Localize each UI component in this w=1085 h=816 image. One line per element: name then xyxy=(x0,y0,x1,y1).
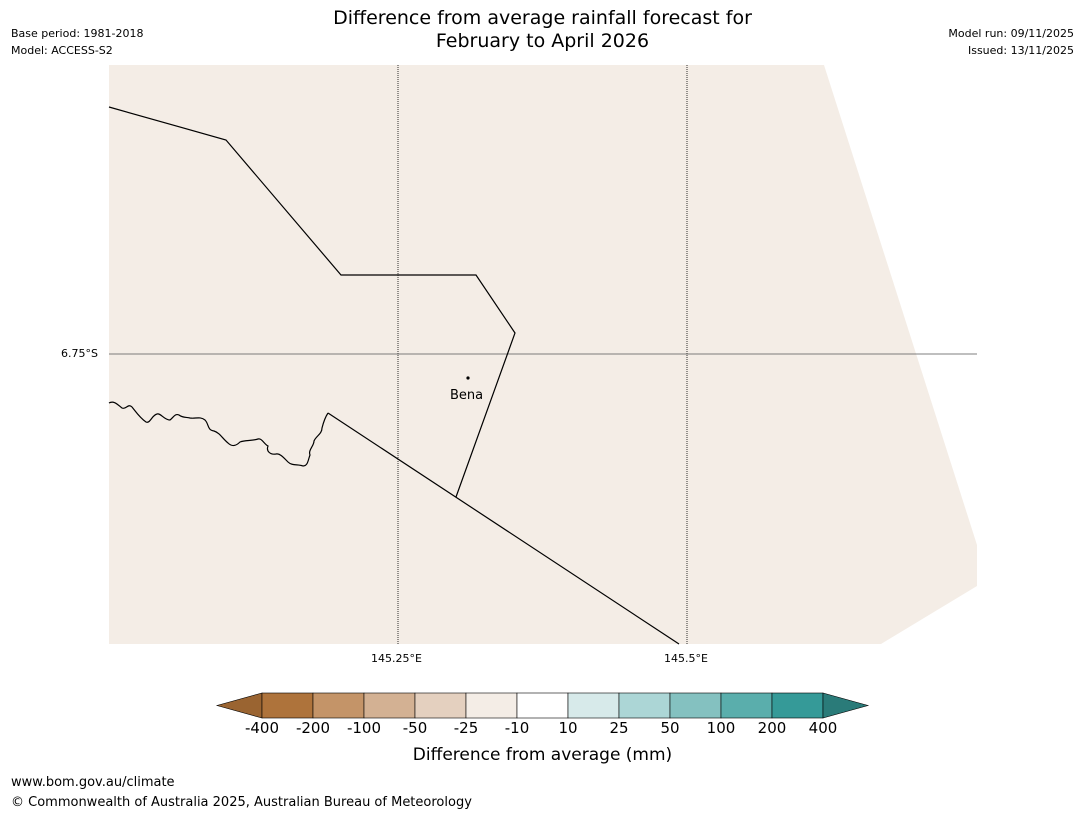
colorbar-tick-label: -50 xyxy=(402,719,428,737)
model-run: Model run: 09/11/2025 xyxy=(948,27,1074,40)
footer-url: www.bom.gov.au/climate xyxy=(11,775,175,790)
latitude-label: 6.75°S xyxy=(61,347,98,360)
colorbar-tick-label: 10 xyxy=(558,719,578,737)
base-period: Base period: 1981-2018 xyxy=(11,27,144,40)
title-line-2: February to April 2026 xyxy=(435,30,650,52)
place-label-bena: Bena xyxy=(450,388,484,403)
footer-copyright: © Commonwealth of Australia 2025, Austra… xyxy=(11,795,472,810)
colorbar-swatch xyxy=(720,692,773,719)
model-name: Model: ACCESS-S2 xyxy=(11,44,113,57)
meta-left: Base period: 1981-2018 Model: ACCESS-S2 xyxy=(11,25,143,59)
colorbar-tick-label: 25 xyxy=(609,719,629,737)
forecast-region xyxy=(109,65,977,644)
colorbar-swatch xyxy=(618,692,671,719)
colorbar-tick-label: 400 xyxy=(808,719,838,737)
colorbar-extend-high xyxy=(822,692,870,719)
colorbar-swatch xyxy=(312,692,365,719)
colorbar-title: Difference from average (mm) xyxy=(412,745,673,765)
town-marker-bena xyxy=(466,376,470,380)
colorbar-tick-label: 200 xyxy=(757,719,787,737)
province-boundary-south xyxy=(327,412,680,645)
colorbar-swatch xyxy=(771,692,824,719)
colorbar-tick-label: -100 xyxy=(346,719,382,737)
longitude-label-145-25: 145.25°E xyxy=(371,652,422,665)
colorbar-tick-label: 100 xyxy=(706,719,736,737)
colorbar-tick-label: 50 xyxy=(660,719,680,737)
map-title: Difference from average rainfall forecas… xyxy=(0,7,1085,53)
title-line-1: Difference from average rainfall forecas… xyxy=(333,7,752,29)
colorbar-swatch xyxy=(567,692,620,719)
colorbar-swatch xyxy=(465,692,518,719)
colorbar-extend-low xyxy=(215,692,263,719)
meta-right: Model run: 09/11/2025 Issued: 13/11/2025 xyxy=(948,25,1074,59)
longitude-label-145-5: 145.5°E xyxy=(664,652,708,665)
province-boundary-north xyxy=(108,106,516,498)
issued-date: Issued: 13/11/2025 xyxy=(967,44,1074,57)
colorbar-swatch xyxy=(363,692,416,719)
colorbar-tick-label: -200 xyxy=(295,719,331,737)
colorbar-swatch xyxy=(516,692,569,719)
colorbar-swatch xyxy=(669,692,722,719)
colorbar-tick-label: -25 xyxy=(453,719,479,737)
river-line xyxy=(108,401,329,467)
colorbar-tick-label: -10 xyxy=(504,719,530,737)
colorbar-swatch xyxy=(261,692,314,719)
colorbar-tick-label: -400 xyxy=(244,719,280,737)
colorbar xyxy=(215,692,870,719)
colorbar-swatch xyxy=(414,692,467,719)
